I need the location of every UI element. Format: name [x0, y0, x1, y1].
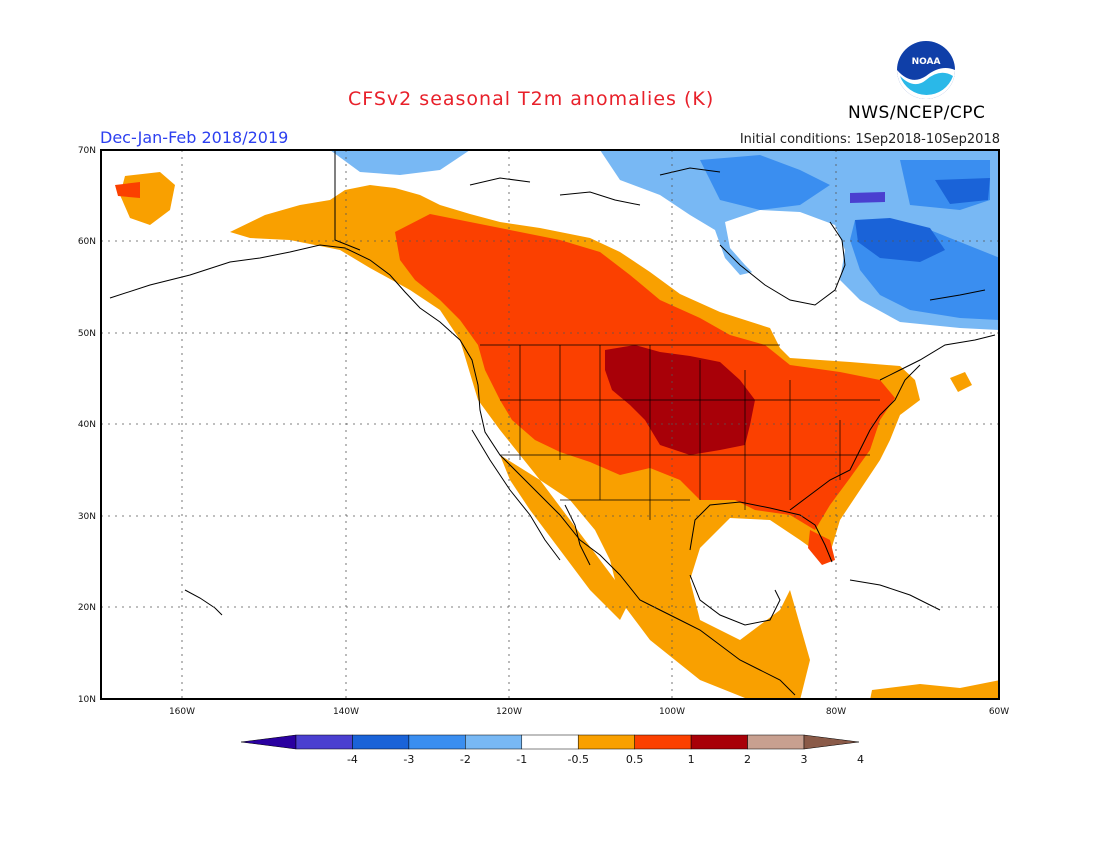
political-borders	[480, 344, 880, 520]
colorbar-segment	[352, 734, 410, 750]
lat-label: 20N	[78, 603, 96, 613]
colorbar-tick-label: 0.5	[626, 753, 644, 766]
latitude-labels: 70N 60N 50N 40N 30N 20N 10N	[78, 146, 96, 705]
lon-label: 140W	[333, 707, 359, 717]
noaa-logo-icon: NOAA	[897, 41, 955, 99]
colorbar-segment	[690, 734, 748, 750]
colorbar-segment	[408, 734, 466, 750]
graticule	[101, 150, 999, 699]
organization-label: NWS/NCEP/CPC	[848, 103, 986, 123]
colorbar-low-extend	[240, 734, 297, 750]
lat-label: 60N	[78, 237, 96, 247]
colorbar-tick-label: -3	[403, 753, 414, 766]
lat-label: 50N	[78, 329, 96, 339]
colorbar-segment	[747, 734, 805, 750]
colorbar-segment	[521, 734, 579, 750]
colorbar-tick-label: 3	[801, 753, 808, 766]
map-title: CFSv2 seasonal T2m anomalies (K)	[348, 88, 715, 110]
colorbar-segment	[295, 734, 353, 750]
lon-label: 100W	[659, 707, 685, 717]
lat-label: 40N	[78, 420, 96, 430]
colorbar-tick-label: -0.5	[567, 753, 588, 766]
colorbar-segment	[465, 734, 523, 750]
colorbar-high-extend	[803, 734, 860, 750]
anomaly-field	[115, 150, 999, 699]
colorbar: -4 -3 -2 -1 -0.5 0.5 1 2 3 4	[240, 734, 864, 766]
lon-label: 60W	[989, 707, 1009, 717]
colorbar-tick-label: -4	[347, 753, 358, 766]
initial-conditions: Initial conditions: 1Sep2018-10Sep2018	[739, 132, 1000, 147]
lon-label: 160W	[169, 707, 195, 717]
lon-label: 80W	[826, 707, 846, 717]
svg-text:NOAA: NOAA	[912, 57, 941, 67]
lat-label: 10N	[78, 695, 96, 705]
colorbar-segment	[634, 734, 692, 750]
coastlines	[109, 150, 996, 696]
colorbar-tick-label: -1	[516, 753, 527, 766]
longitude-labels: 160W 140W 120W 100W 80W 60W	[169, 707, 1009, 717]
lon-label: 120W	[496, 707, 522, 717]
colorbar-segment	[577, 734, 635, 750]
colorbar-tick-label: -2	[460, 753, 471, 766]
lat-label: 30N	[78, 512, 96, 522]
colorbar-tick-label: 4	[857, 753, 864, 766]
lat-label: 70N	[78, 146, 96, 156]
map-frame	[100, 149, 1000, 700]
colorbar-tick-label: 1	[688, 753, 695, 766]
colorbar-tick-label: 2	[744, 753, 751, 766]
forecast-period: Dec-Jan-Feb 2018/2019	[100, 128, 289, 147]
